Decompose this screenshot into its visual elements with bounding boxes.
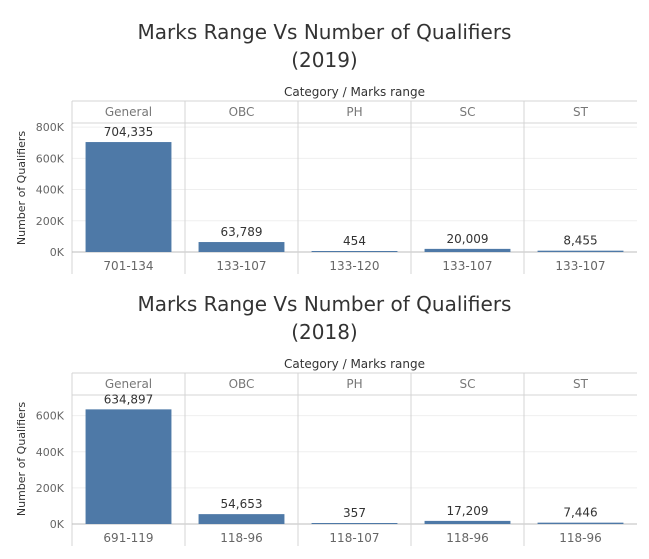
chart-title-2019: Marks Range Vs Number of Qualifiers: [137, 20, 512, 44]
bar: [198, 242, 285, 252]
bar: [311, 523, 398, 524]
y-tick-label: 600K: [36, 152, 65, 165]
category-label: ST: [573, 377, 589, 391]
bar: [537, 522, 624, 524]
marks-range-label: 701-134: [103, 259, 153, 273]
category-label: SC: [460, 105, 476, 119]
value-label: 20,009: [447, 232, 489, 246]
y-axis-title: Number of Qualifiers: [15, 131, 28, 245]
bar: [85, 142, 172, 252]
y-tick-label: 200K: [36, 215, 65, 228]
marks-range-label: 691-119: [103, 531, 153, 545]
value-label: 704,335: [104, 125, 154, 139]
y-axis-title: Number of Qualifiers: [15, 402, 28, 516]
y-tick-label: 200K: [36, 482, 65, 495]
y-tick-label: 600K: [36, 410, 65, 423]
category-label: OBC: [229, 377, 255, 391]
category-label: General: [105, 105, 152, 119]
marks-range-label: 118-96: [559, 531, 602, 545]
marks-range-label: 118-96: [446, 531, 489, 545]
marks-range-label: 133-120: [329, 259, 379, 273]
y-tick-label: 800K: [36, 121, 65, 134]
category-label: ST: [573, 105, 589, 119]
column-header: Category / Marks range: [284, 85, 425, 99]
marks-range-label: 118-107: [329, 531, 379, 545]
y-tick-label: 400K: [36, 184, 65, 197]
bar-chart-2018: Category / Marks range 0K 200K 400K 600K Numb…: [15, 357, 637, 546]
bar: [85, 409, 172, 524]
bar: [424, 520, 511, 524]
chart-subtitle-2019: (2019): [291, 48, 358, 72]
column-header: Category / Marks range: [284, 357, 425, 371]
marks-range-label: 133-107: [555, 259, 605, 273]
bar: [424, 248, 511, 252]
bar: [537, 250, 624, 252]
marks-range-label: 118-96: [220, 531, 263, 545]
chart-title-2018: Marks Range Vs Number of Qualifiers: [137, 292, 512, 316]
chart-subtitle-2018: (2018): [291, 320, 358, 344]
marks-range-label: 133-107: [216, 259, 266, 273]
y-tick-label: 0K: [50, 246, 65, 259]
bar: [311, 251, 398, 252]
category-label: OBC: [229, 105, 255, 119]
value-label: 634,897: [104, 392, 154, 406]
category-label: General: [105, 377, 152, 391]
category-label: PH: [346, 105, 362, 119]
y-tick-label: 400K: [36, 446, 65, 459]
value-label: 17,209: [447, 504, 489, 518]
value-label: 63,789: [221, 225, 263, 239]
bar: [198, 514, 285, 524]
bar-chart-2019: Category / Marks range 0K 200K 400K 600K 800K…: [15, 85, 637, 274]
y-tick-label: 0K: [50, 518, 65, 531]
marks-range-label: 133-107: [442, 259, 492, 273]
value-label: 8,455: [563, 234, 597, 248]
category-label: SC: [460, 377, 476, 391]
value-label: 54,653: [221, 497, 263, 511]
category-label: PH: [346, 377, 362, 391]
value-label: 357: [343, 506, 366, 520]
value-label: 7,446: [563, 506, 597, 520]
value-label: 454: [343, 234, 366, 248]
